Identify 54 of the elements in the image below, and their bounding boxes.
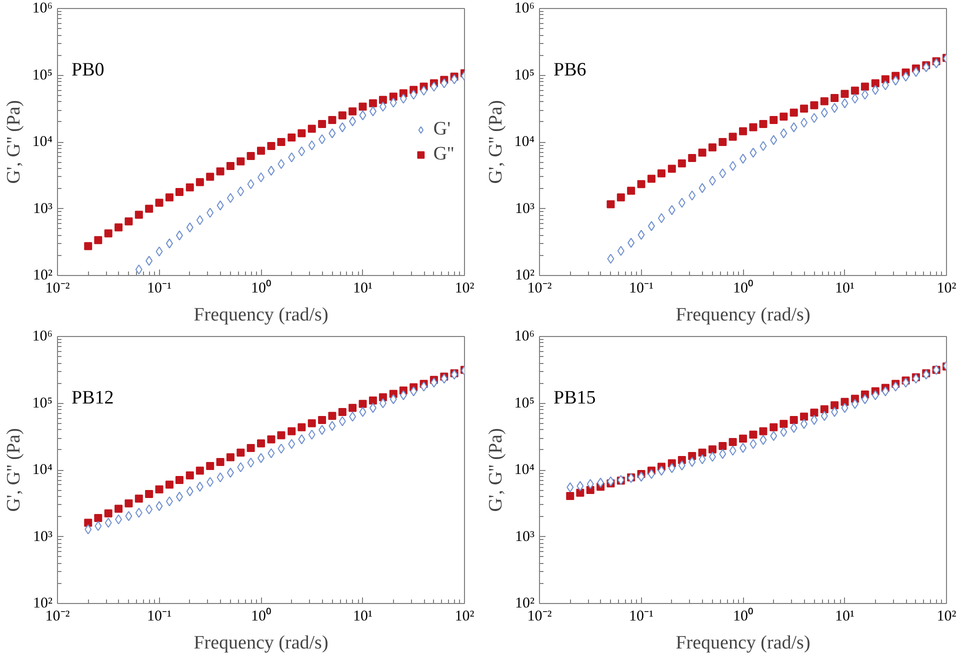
x-axis-title: Frequency (rad/s) xyxy=(194,304,328,326)
y-tick-label: 10⁶ xyxy=(32,328,53,344)
y-tick-label: 10⁴ xyxy=(32,134,53,150)
x-axis-title: Frequency (rad/s) xyxy=(676,632,810,654)
y-tick-label: 10² xyxy=(515,268,536,284)
x-tick-label: 10⁻¹ xyxy=(629,608,654,624)
x-tick-label: 10² xyxy=(454,280,475,296)
x-tick-label: 10¹ xyxy=(835,280,854,296)
y-tick-label: 10⁵ xyxy=(32,67,53,84)
x-tick-label: 10⁻¹ xyxy=(629,280,654,296)
x-tick-label: 10⁻² xyxy=(527,608,552,624)
y-axis-title: G', G'' (Pa) xyxy=(485,100,506,184)
x-tick-label: 10² xyxy=(936,608,957,624)
y-axis-title: G', G'' (Pa) xyxy=(3,100,24,184)
x-tick-label: 10¹ xyxy=(835,608,854,624)
y-tick-label: 10² xyxy=(33,596,54,612)
y-tick-label: 10⁴ xyxy=(32,462,53,478)
y-tick-label: 10⁵ xyxy=(514,395,535,412)
y-axis-title: G', G'' (Pa) xyxy=(485,428,506,512)
x-axis-title: Frequency (rad/s) xyxy=(676,304,810,326)
y-tick-label: 10³ xyxy=(33,200,54,217)
x-tick-label: 10⁻¹ xyxy=(147,608,172,624)
y-tick-label: 10⁶ xyxy=(514,0,535,16)
x-tick-label: 10¹ xyxy=(353,608,372,624)
legend-label: G' xyxy=(433,118,452,140)
y-tick-label: 10⁴ xyxy=(514,134,535,150)
y-tick-label: 10⁴ xyxy=(514,462,535,478)
y-tick-label: 10⁵ xyxy=(32,395,53,412)
y-tick-label: 10³ xyxy=(515,200,536,217)
x-tick-label: 10⁰ xyxy=(251,608,271,624)
x-axis-title: Frequency (rad/s) xyxy=(194,632,328,654)
y-tick-label: 10³ xyxy=(515,528,536,545)
y-tick-label: 10⁶ xyxy=(32,0,53,16)
x-tick-label: 10⁻¹ xyxy=(147,280,172,296)
y-tick-label: 10⁵ xyxy=(514,67,535,84)
x-tick-label: 10² xyxy=(454,608,475,624)
x-tick-label: 10² xyxy=(936,280,957,296)
text: PB0 xyxy=(72,60,104,80)
y-axis-title: G', G'' (Pa) xyxy=(3,428,24,512)
y-tick-label: 10² xyxy=(515,596,536,612)
y-tick-label: 10³ xyxy=(33,528,54,545)
x-tick-label: 10⁻² xyxy=(527,280,552,296)
text: PB6 xyxy=(554,60,586,80)
y-tick-label: 10⁶ xyxy=(514,328,535,344)
y-tick-label: 10² xyxy=(33,268,54,284)
x-tick-label: 10¹ xyxy=(353,280,372,296)
text: PB12 xyxy=(72,388,114,408)
x-tick-label: 10⁰ xyxy=(251,280,271,296)
text: PB15 xyxy=(554,388,596,408)
x-tick-label: 10⁻² xyxy=(45,280,70,296)
legend-label: G'' xyxy=(433,143,454,165)
x-tick-label: 10⁻² xyxy=(45,608,70,624)
x-tick-label: 10⁰ xyxy=(733,280,753,296)
x-tick-label: 10⁰ xyxy=(733,608,753,624)
